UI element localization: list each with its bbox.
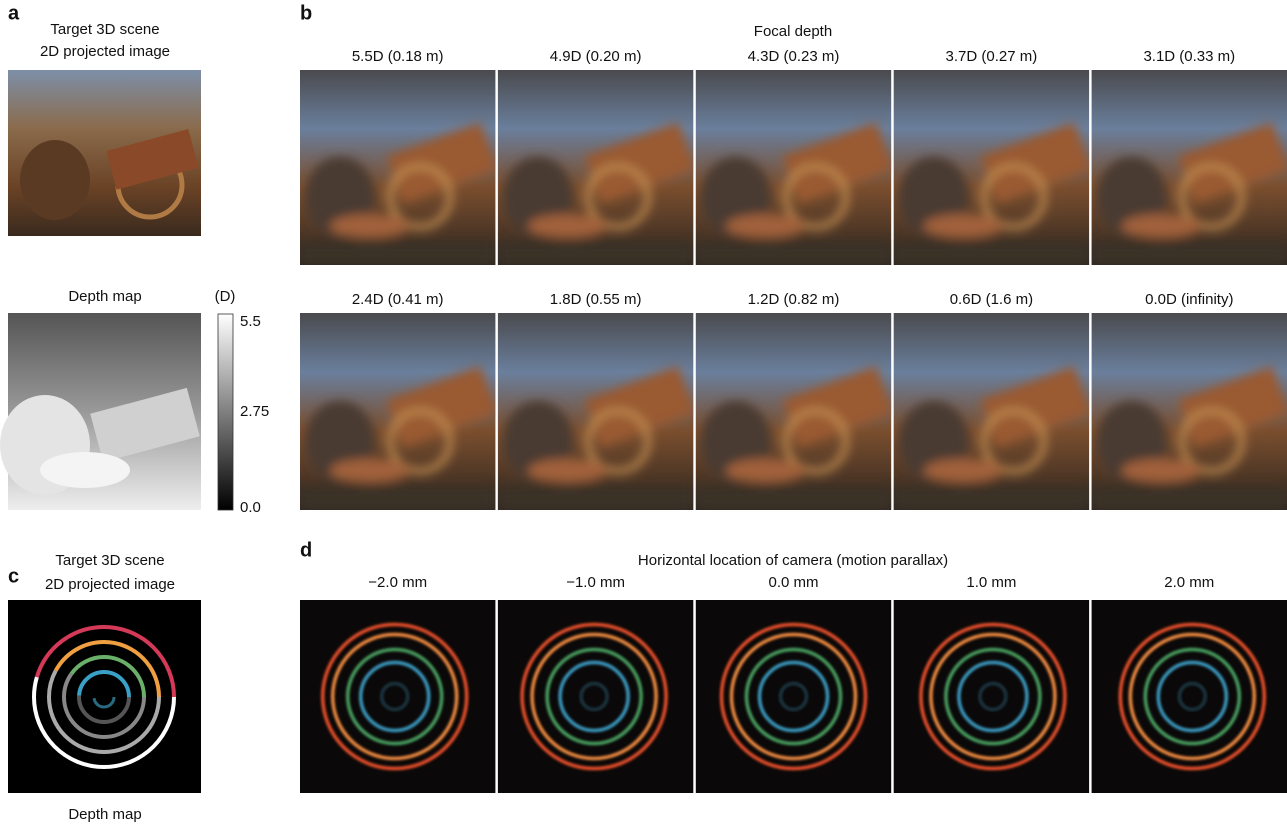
focal-depth-label: 4.3D (0.23 m) [748, 48, 840, 65]
blurred-image [498, 313, 695, 510]
panel-letter: a [8, 2, 20, 24]
cat [1122, 459, 1202, 483]
spiral-image [8, 600, 201, 793]
cat [924, 214, 1004, 238]
panel-title: 2D projected image [40, 43, 170, 60]
colorbar-tick-label: 5.5 [240, 313, 261, 330]
focal-depth-label: 1.8D (0.55 m) [550, 291, 642, 308]
ground [300, 242, 495, 265]
cat [330, 214, 410, 238]
focal-depth-label: 3.1D (0.33 m) [1143, 48, 1235, 65]
ground [300, 486, 495, 510]
panel-title: Depth map [68, 288, 141, 305]
figure: a Target 3D scene 2D projected image Dep… [0, 0, 1287, 825]
image-bg [696, 600, 891, 793]
blurred-image [1092, 313, 1287, 510]
focal-depth-label: 4.9D (0.20 m) [550, 48, 642, 65]
ring-image [300, 600, 495, 793]
ground [498, 242, 693, 265]
ring-image [1092, 600, 1287, 793]
panel-caption: Depth map [68, 806, 141, 823]
blurred-image [498, 70, 695, 265]
scene-image [8, 70, 201, 236]
camera-location-label: −2.0 mm [368, 574, 427, 591]
colorbar-tick-label: 0.0 [240, 499, 261, 516]
ground [696, 486, 891, 510]
image-bg [894, 600, 1089, 793]
ground [696, 242, 891, 265]
panel-title: Horizontal location of camera (motion pa… [638, 552, 948, 569]
ground [894, 242, 1089, 265]
cat [726, 459, 806, 483]
ground [1092, 486, 1287, 510]
ring-image [696, 600, 891, 793]
ground [1092, 242, 1287, 265]
blurred-image [696, 70, 893, 265]
focal-depth-label: 1.2D (0.82 m) [748, 291, 840, 308]
cat [1122, 214, 1202, 238]
focal-depth-label: 2.4D (0.41 m) [352, 291, 444, 308]
focal-depth-label: 5.5D (0.18 m) [352, 48, 444, 65]
panel-title: Target 3D scene [55, 552, 164, 569]
blurred-image [894, 70, 1091, 265]
ring-image [894, 600, 1089, 793]
camera-location-label: 2.0 mm [1164, 574, 1214, 591]
camera-location-label: 0.0 mm [768, 574, 818, 591]
ground [894, 486, 1089, 510]
focal-depth-label: 3.7D (0.27 m) [946, 48, 1038, 65]
panel-letter: c [8, 565, 19, 587]
camera-location-label: −1.0 mm [566, 574, 625, 591]
colorbar-tick-label: 2.75 [240, 403, 269, 420]
ground [498, 486, 693, 510]
panel-letter: d [300, 539, 312, 561]
cat [528, 459, 608, 483]
panel-letter: b [300, 2, 312, 24]
depth-map-image [0, 313, 201, 510]
colorbar-unit: (D) [215, 288, 236, 305]
image-bg [498, 600, 693, 793]
camera-location-label: 1.0 mm [966, 574, 1016, 591]
panel-title: 2D projected image [45, 576, 175, 593]
cat [924, 459, 1004, 483]
cat [330, 459, 410, 483]
panel-title: Target 3D scene [50, 21, 159, 38]
blurred-image [696, 313, 893, 510]
blurred-image [300, 70, 497, 265]
blurred-image [894, 313, 1091, 510]
blurred-image [300, 313, 497, 510]
cat [528, 214, 608, 238]
cat [726, 214, 806, 238]
focal-depth-label: 0.6D (1.6 m) [950, 291, 1033, 308]
focal-depth-label: 0.0D (infinity) [1145, 291, 1233, 308]
colorbar [218, 314, 233, 510]
ring-image [498, 600, 693, 793]
blurred-image [1092, 70, 1287, 265]
panel-title: Focal depth [754, 23, 832, 40]
